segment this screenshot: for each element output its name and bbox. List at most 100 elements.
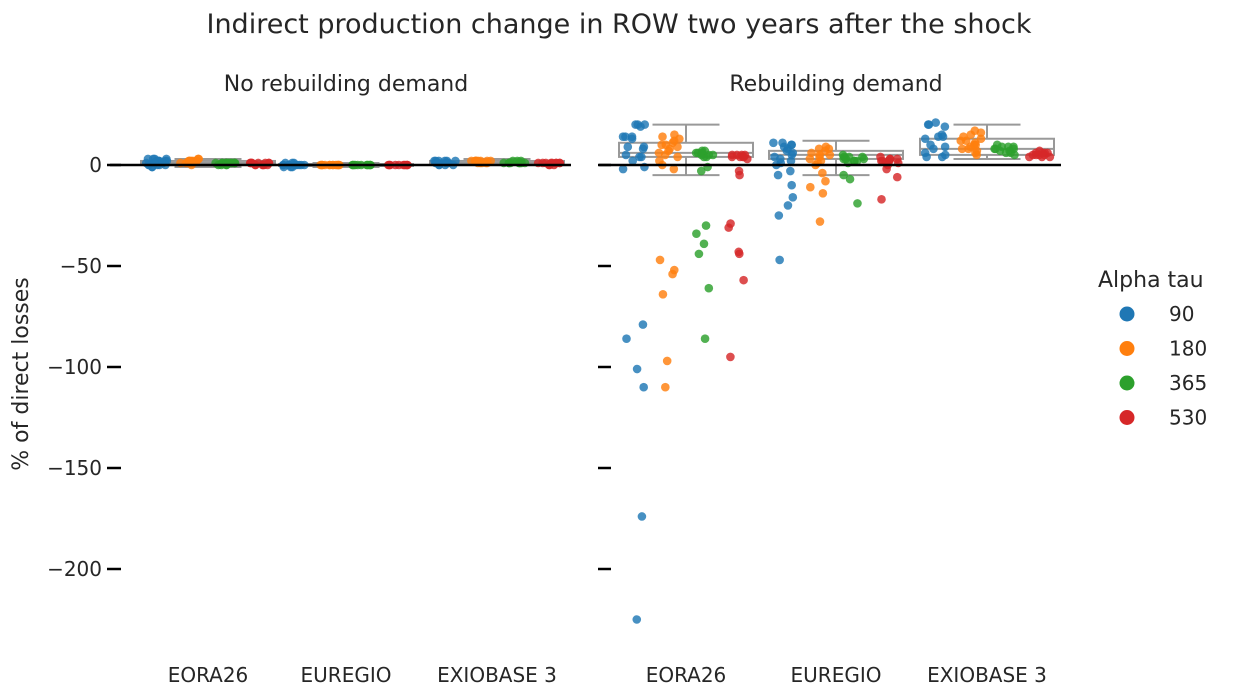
point-alpha-90 [940,142,950,152]
point-alpha-180 [964,144,973,154]
box-body [618,141,754,158]
point-alpha-180 [957,144,967,154]
point-alpha-180 [956,136,966,146]
point-alpha-180 [976,128,986,137]
point-alpha-90 [923,120,933,129]
chart-title: Indirect production change in ROW two ye… [206,9,1031,40]
point-alpha-530 [727,150,737,160]
legend-label-530: 530 [1169,406,1207,430]
point-alpha-365 [1010,150,1019,160]
point-alpha-90 [783,201,793,210]
x-tick-label: EUREGIO [301,663,392,687]
point-alpha-365 [991,144,1000,154]
y-tick-label: 0 [89,153,102,177]
box-body [919,137,1055,156]
point-alpha-90 [623,142,633,152]
point-alpha-365 [699,239,709,249]
point-alpha-90 [773,170,783,180]
point-alpha-530 [892,154,902,164]
legend-label-180: 180 [1169,337,1207,361]
point-alpha-530 [1038,148,1047,158]
point-alpha-530 [739,152,749,162]
point-alpha-90 [788,193,798,202]
point-alpha-365 [512,156,522,166]
point-alpha-90 [637,512,647,521]
point-alpha-180 [669,164,679,174]
point-alpha-180 [658,289,668,299]
point-alpha-90 [637,152,646,162]
legend-marker-365 [1119,375,1135,391]
point-alpha-90 [631,120,640,129]
point-alpha-90 [639,382,648,392]
panel-rebuilding: Rebuilding demand EORA26 EUREGIO EXIOBASE … [598,72,1061,687]
point-alpha-180 [655,255,665,265]
point-alpha-180 [662,356,672,366]
point-alpha-365 [704,150,714,160]
point-alpha-90 [622,334,631,344]
point-alpha-180 [806,182,815,192]
point-alpha-180 [818,168,827,178]
point-alpha-365 [694,249,704,259]
point-alpha-90 [621,150,631,160]
point-alpha-180 [657,140,666,150]
y-tick-label: −100 [47,355,102,379]
point-alpha-365 [1001,148,1011,158]
x-tick-label: EORA26 [168,663,249,687]
point-alpha-90 [775,255,784,265]
point-alpha-180 [821,176,830,186]
point-alpha-90 [934,132,943,142]
point-alpha-365 [845,174,855,184]
point-alpha-365 [701,221,711,230]
point-alpha-90 [621,132,630,142]
point-alpha-90 [937,152,947,162]
point-alpha-365 [859,154,869,164]
point-alpha-365 [1009,142,1018,152]
point-alpha-365 [850,156,859,166]
point-alpha-530 [1025,152,1034,162]
y-tick-label: −200 [47,557,102,581]
point-alpha-90 [632,364,642,374]
point-alpha-90 [929,144,938,154]
point-alpha-180 [966,130,976,139]
point-alpha-90 [143,154,153,164]
point-alpha-530 [739,275,748,285]
point-alpha-530 [882,164,891,174]
x-tick-label: EORA26 [646,663,727,687]
point-alpha-365 [692,229,701,238]
point-alpha-530 [877,195,886,204]
point-alpha-180 [815,217,825,226]
point-alpha-90 [774,211,784,220]
legend-marker-180 [1119,341,1135,356]
point-alpha-365 [700,334,710,344]
legend: Alpha tau 90 180 365 530 [1098,268,1207,430]
point-alpha-180 [673,142,682,152]
point-alpha-90 [931,118,940,127]
point-alpha-530 [726,352,735,362]
point-alpha-180 [661,382,670,392]
panel-no-rebuilding: No rebuilding demand 0 −50 −100 −150 −200 EOR… [47,72,571,687]
point-alpha-180 [658,132,667,142]
legend-title: Alpha tau [1098,268,1204,293]
point-alpha-365 [704,283,714,293]
point-alpha-90 [769,138,778,148]
point-alpha-90 [638,144,648,154]
point-alpha-180 [660,150,670,160]
legend-marker-530 [1119,410,1135,425]
point-alpha-180 [486,156,495,166]
point-alpha-90 [920,134,930,144]
legend-marker-90 [1119,306,1135,322]
x-tick-label: EXIOBASE 3 [437,663,557,687]
point-alpha-530 [734,249,744,259]
point-alpha-365 [839,170,848,180]
y-tick-label: −50 [60,254,102,278]
point-alpha-180 [471,156,480,166]
point-alpha-90 [618,164,628,174]
point-alpha-365 [697,146,707,156]
x-tick-label: EUREGIO [791,663,882,687]
point-alpha-90 [638,320,648,329]
point-alpha-180 [825,150,835,160]
x-tick-label: EXIOBASE 3 [927,663,1047,687]
point-alpha-365 [853,199,862,208]
point-alpha-530 [892,172,902,182]
